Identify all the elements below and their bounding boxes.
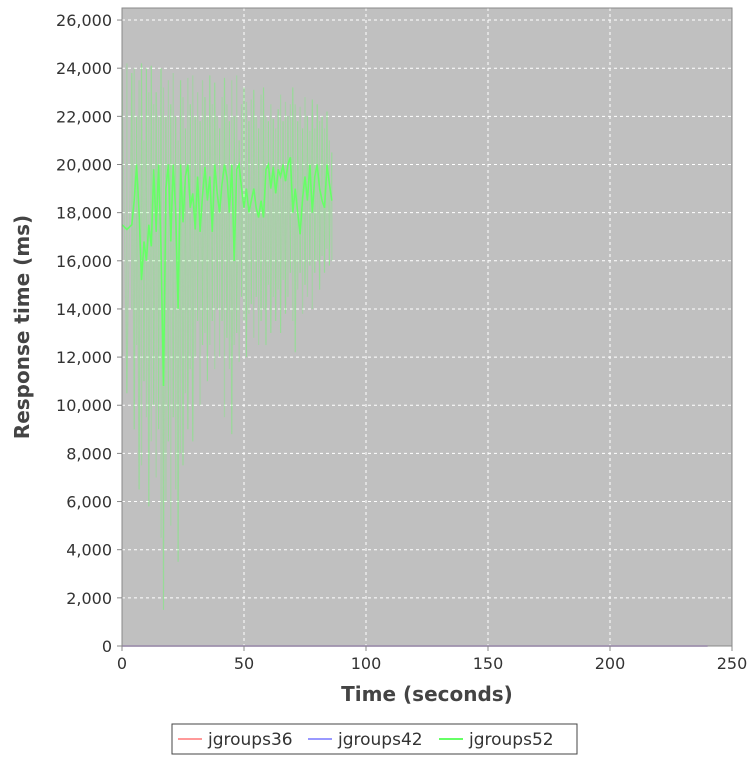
y-tick-label: 8,000 (66, 444, 112, 463)
x-axis: 0 50 100 150 200 250 (117, 646, 747, 673)
y-tick-label: 10,000 (56, 396, 112, 415)
legend-label: jgroups36 (207, 730, 293, 750)
series-line-jgroups52 (121, 157, 333, 387)
y-tick-label: 16,000 (56, 252, 112, 271)
legend-item-jgroups36: jgroups36 (178, 730, 293, 750)
y-tick-label: 22,000 (56, 107, 112, 126)
legend-box (171, 723, 578, 755)
y-tick-label: 12,000 (56, 348, 112, 367)
y-tick-label: 0 (102, 637, 112, 656)
y-tick-label: 24,000 (56, 59, 112, 78)
plot-background (122, 8, 732, 646)
y-tick-label: 4,000 (66, 541, 112, 560)
legend-item-jgroups52: jgroups52 (439, 730, 554, 750)
x-tick-label: 50 (234, 654, 254, 673)
y-tick-label: 26,000 (56, 11, 112, 30)
x-tick-label: 150 (473, 654, 504, 673)
legend-label: jgroups42 (337, 730, 423, 750)
x-tick-label: 100 (351, 654, 382, 673)
y-tick-label: 2,000 (66, 589, 112, 608)
legend: jgroups36 jgroups42 jgroups52 (171, 723, 578, 755)
x-tick-label: 200 (595, 654, 626, 673)
y-tick-label: 20,000 (56, 155, 112, 174)
y-tick-label: 14,000 (56, 300, 112, 319)
series-jgroups52 (121, 63, 333, 610)
x-tick-label: 250 (717, 654, 748, 673)
y-axis-title: Response time (ms) (10, 215, 34, 439)
legend-label: jgroups52 (468, 730, 554, 750)
y-axis: 0 2,000 4,000 6,000 8,000 10,000 12,000 14,000 1… (56, 11, 122, 656)
x-axis-title: Time (seconds) (341, 682, 513, 706)
y-tick-label: 6,000 (66, 493, 112, 512)
series-layer (121, 63, 708, 647)
x-tick-label: 0 (117, 654, 127, 673)
y-tick-label: 18,000 (56, 204, 112, 223)
series-envelope (121, 63, 333, 610)
plot-frame (121, 7, 733, 647)
legend-item-jgroups42: jgroups42 (308, 730, 423, 750)
